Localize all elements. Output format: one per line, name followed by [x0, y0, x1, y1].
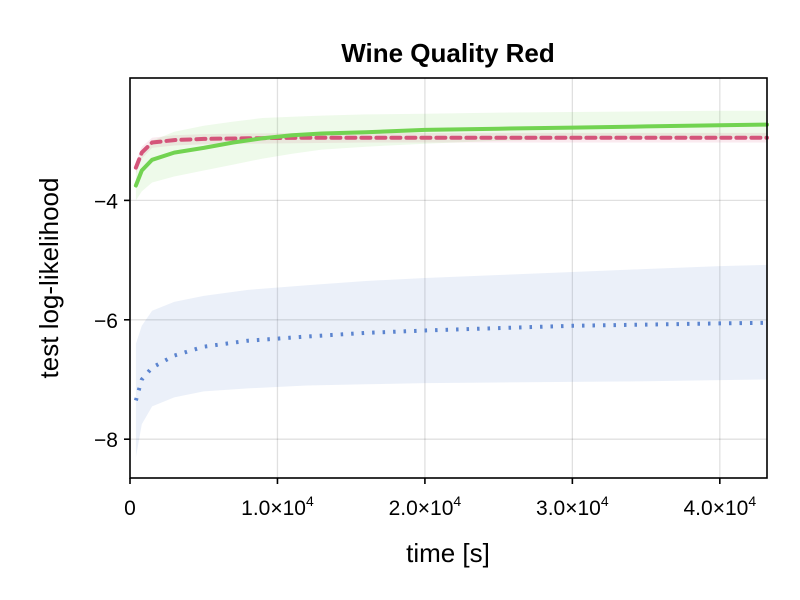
series-3-line — [133, 122, 769, 188]
series-2-band — [135, 132, 767, 174]
x-tick-label-2: 2.0×104 — [389, 493, 462, 520]
y-tick-label-0: −8 — [94, 429, 118, 452]
x-tick-label-exponent-1: 4 — [306, 493, 314, 509]
x-axis-label: time [s] — [406, 538, 490, 568]
x-tick-label-exponent-4: 4 — [748, 493, 756, 509]
y-axis-ticks: −8 −6 −4 — [94, 190, 130, 452]
x-tick-label-0: 0 — [124, 497, 136, 520]
x-tick-label-mantissa-1: 1.0×10 — [241, 497, 306, 520]
chart-title: Wine Quality Red — [341, 38, 555, 68]
series-3-band — [135, 110, 767, 201]
y-tick-label-2: −4 — [94, 190, 118, 213]
x-tick-label-1: 1.0×104 — [241, 493, 314, 520]
series-1-band — [135, 264, 767, 458]
x-tick-label-mantissa-0: 0 — [124, 497, 136, 520]
x-axis-ticks: 0 1.0×104 2.0×104 3.0×104 4.0×104 — [124, 478, 756, 520]
series-lines — [133, 122, 769, 401]
series-2-line — [133, 135, 769, 170]
x-tick-label-3: 3.0×104 — [536, 493, 609, 520]
x-tick-label-4: 4.0×104 — [684, 493, 757, 520]
y-axis-label: test log-likelihood — [34, 178, 64, 379]
grid — [130, 78, 767, 478]
y-tick-label-1: −6 — [94, 310, 118, 333]
x-tick-label-exponent-2: 4 — [453, 493, 461, 509]
x-tick-label-exponent-3: 4 — [601, 493, 609, 509]
plot-frame — [129, 77, 768, 479]
x-tick-label-mantissa-4: 4.0×10 — [684, 497, 749, 520]
x-tick-label-mantissa-3: 3.0×10 — [536, 497, 601, 520]
x-tick-label-mantissa-2: 2.0×10 — [389, 497, 454, 520]
confidence-bands — [135, 110, 767, 458]
